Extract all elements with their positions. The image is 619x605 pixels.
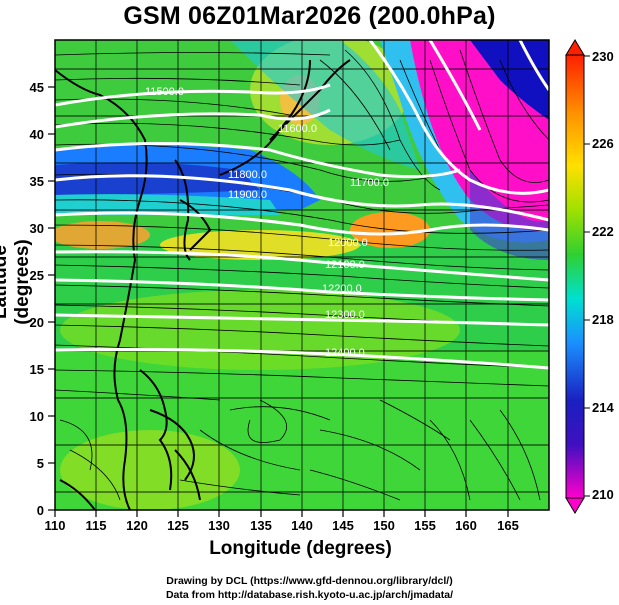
height-contours xyxy=(55,40,549,370)
coastlines xyxy=(55,59,351,510)
colorbar-top-arrow xyxy=(565,39,585,56)
x-tick-label: 150 xyxy=(373,518,395,533)
colorbar-tick-label: 214 xyxy=(592,400,614,415)
contour-label: 11700.0 xyxy=(350,177,389,189)
contour-label: 12200.0 xyxy=(322,283,362,295)
contour-label: 12300.0 xyxy=(325,309,365,321)
x-tick-label: 115 xyxy=(86,518,107,533)
contour-label: 11900.0 xyxy=(228,189,267,201)
y-tick-labels: 0 5 10 15 20 25 30 35 40 45 xyxy=(30,80,44,518)
x-axis-label: Longitude (degrees) xyxy=(209,538,392,559)
contour-label: 12100.0 xyxy=(325,259,365,271)
x-tick-label: 130 xyxy=(208,518,230,533)
contour-label: 11800.0 xyxy=(228,169,267,181)
x-tick-label: 110 xyxy=(45,518,66,533)
y-tick-label: 15 xyxy=(30,362,44,377)
y-tick-label: 25 xyxy=(30,268,44,283)
colorbar-tick-label: 210 xyxy=(592,487,614,502)
y-tick-label: 30 xyxy=(30,221,44,236)
x-tick-label: 125 xyxy=(167,518,189,533)
x-tick-label: 135 xyxy=(250,518,272,533)
y-tick-label: 45 xyxy=(30,80,44,95)
y-tick-label: 0 xyxy=(37,503,44,518)
x-tick-label: 145 xyxy=(332,518,354,533)
contour-label: 11500.0 xyxy=(145,86,184,98)
contour-labels: 11500.0 11800.0 11700.0 11900.0 12000.0 … xyxy=(145,86,389,359)
y-tick-label: 5 xyxy=(37,456,44,471)
x-tick-labels: 110 115 120 125 130 135 140 145 150 155 … xyxy=(45,518,519,533)
credit-line-dcl: Drawing by DCL (https://www.gfd-dennou.o… xyxy=(166,575,453,587)
y-axis-label: Latitude (degrees) xyxy=(0,239,33,325)
x-tick-label: 160 xyxy=(455,518,477,533)
contour-label: 12400.0 xyxy=(325,347,365,359)
x-tick-label: 165 xyxy=(497,518,519,533)
y-tick-label: 35 xyxy=(30,174,44,189)
y-tick-label: 20 xyxy=(30,315,44,330)
x-tick-label: 140 xyxy=(291,518,313,533)
page-title: GSM 06Z01Mar2026 (200.0hPa) xyxy=(123,2,496,30)
x-tick-label: 120 xyxy=(126,518,148,533)
tick-marks xyxy=(48,86,509,517)
contour-label: 12000.0 xyxy=(328,237,368,249)
colorbar-tick-label: 230 xyxy=(592,49,614,64)
colorbar-bottom-arrow xyxy=(565,497,585,514)
y-tick-label: 40 xyxy=(30,127,44,142)
contour-label: 11600.0 xyxy=(278,123,317,135)
temperature-field xyxy=(55,40,549,510)
colorbar-tick-label: 226 xyxy=(592,136,614,151)
colorbar-tick-label: 218 xyxy=(592,312,614,327)
y-tick-label: 10 xyxy=(30,409,44,424)
colorbar-tick-label: 222 xyxy=(592,224,614,239)
colorbar: 210 214 218 222 226 230 xyxy=(565,39,614,514)
credit-line-data: Data from http://database.rish.kyoto-u.a… xyxy=(165,589,454,601)
x-tick-label: 155 xyxy=(414,518,436,533)
